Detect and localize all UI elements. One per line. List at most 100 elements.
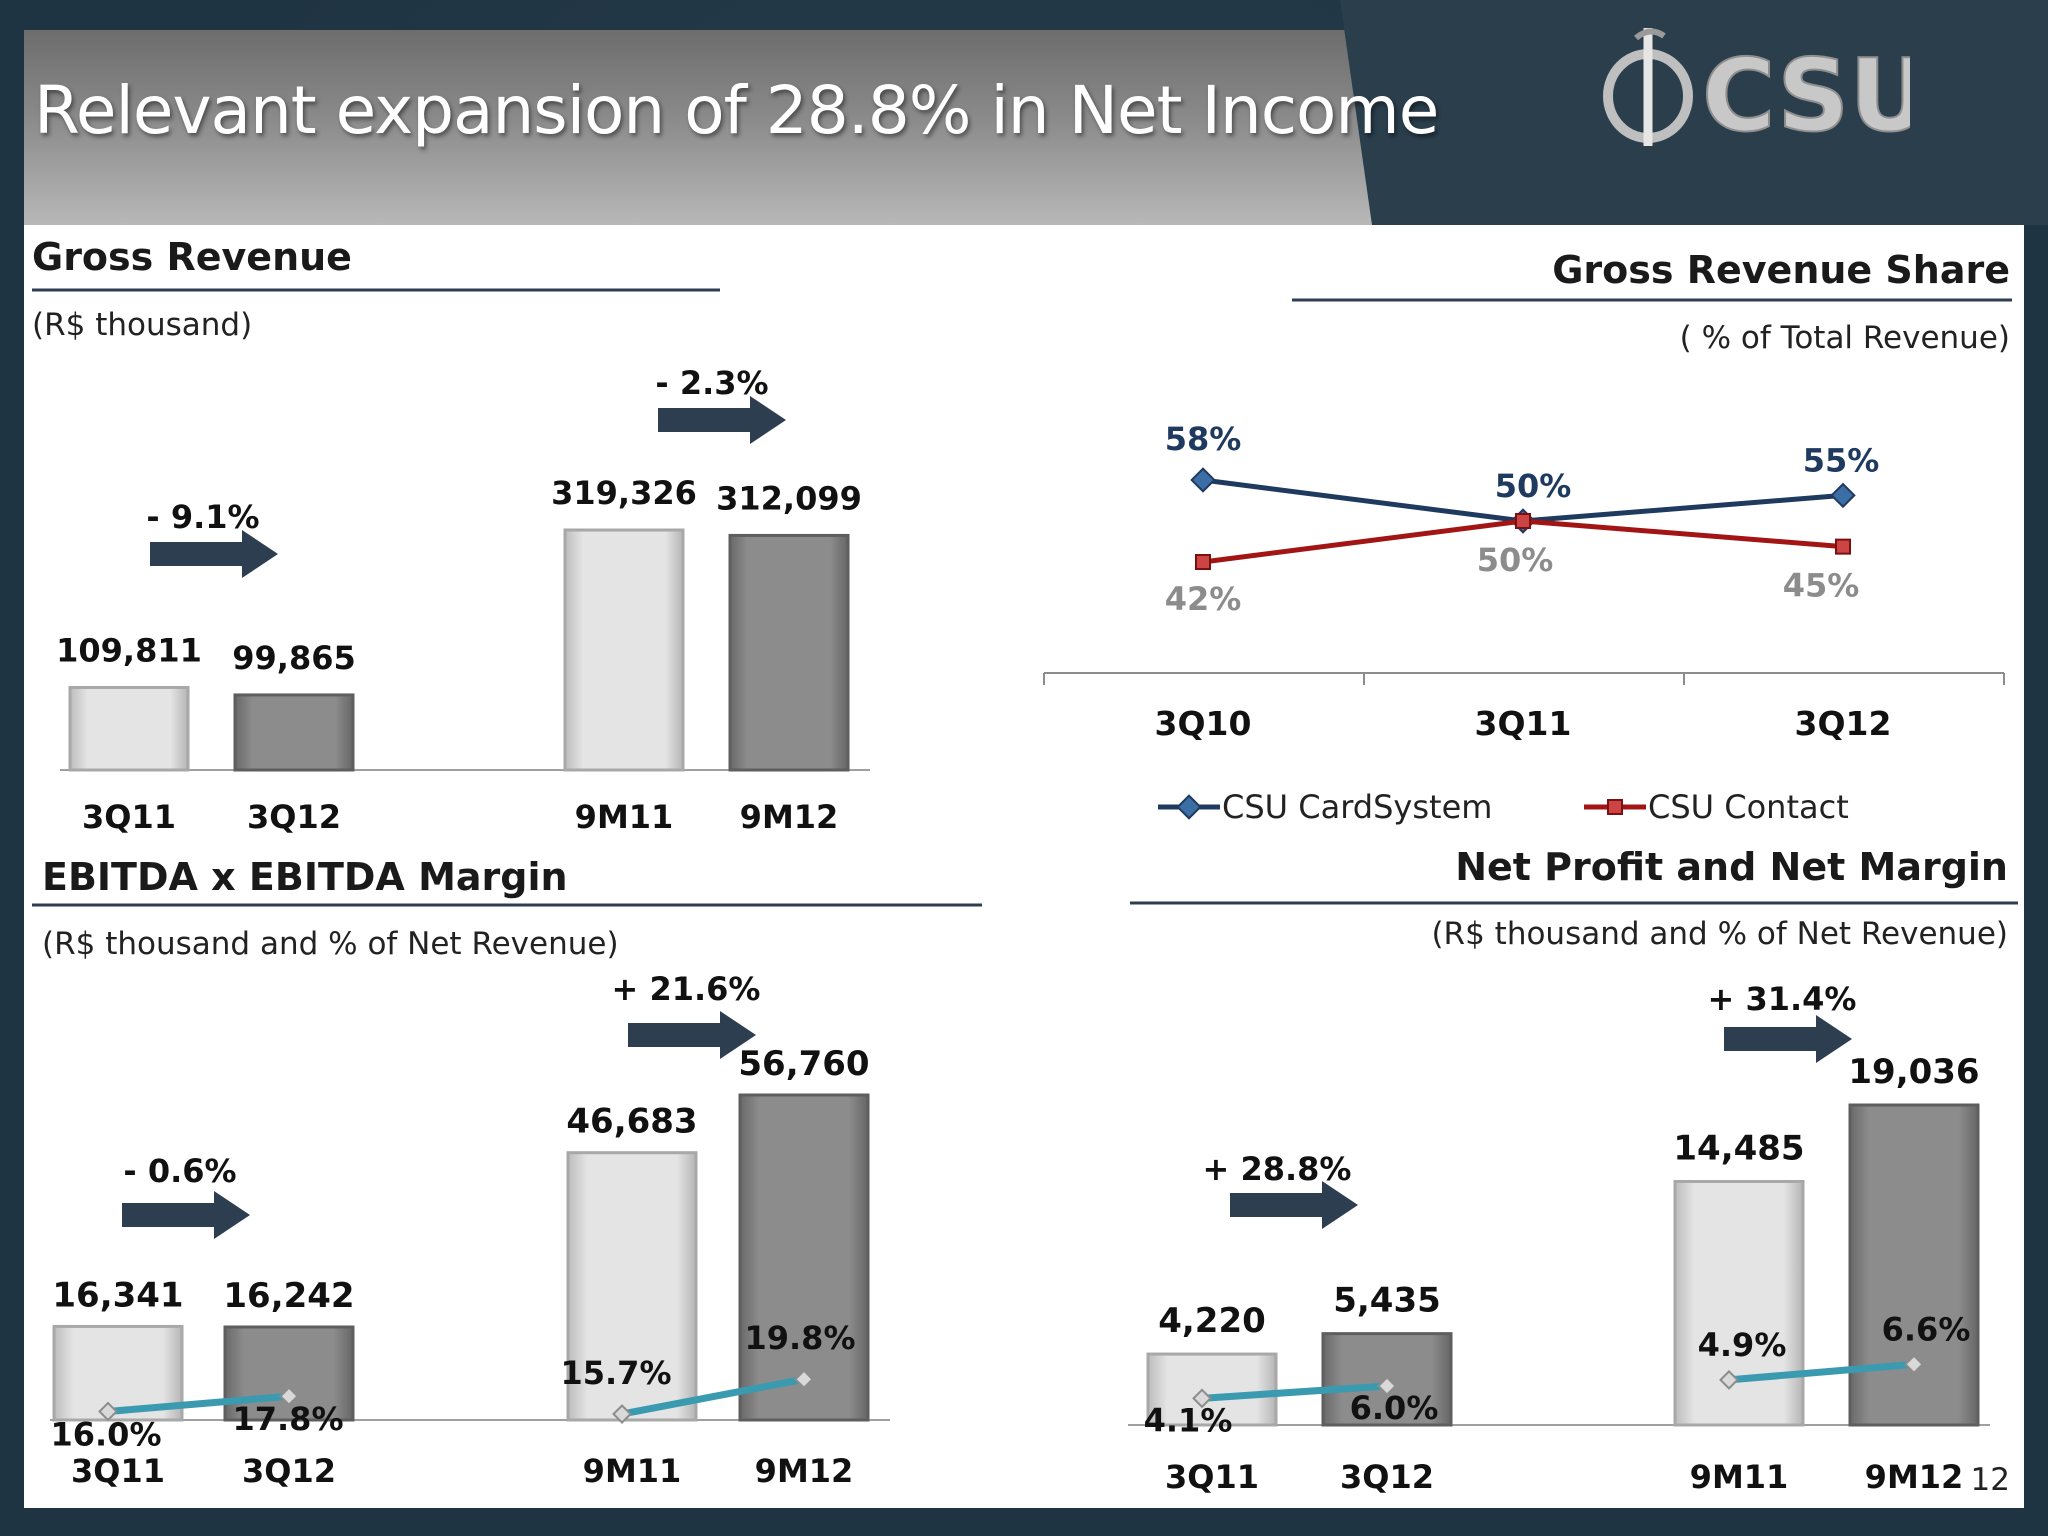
net-profit-title: Net Profit and Net Margin <box>1455 845 2008 889</box>
revenue-share-label-cardsystem: 55% <box>1803 441 1880 479</box>
net-profit-bar <box>1321 1332 1453 1427</box>
revenue-share-category-label: 3Q10 <box>1155 704 1252 743</box>
net-profit-margin-marker <box>1719 1370 1739 1390</box>
net-profit-bar <box>1673 1180 1805 1427</box>
gross-revenue-bar <box>68 685 190 772</box>
net-profit-category-label: 9M11 <box>1690 1458 1789 1496</box>
net-profit-margin-marker <box>1904 1354 1924 1375</box>
ebitda-title: EBITDA x EBITDA Margin <box>42 855 568 899</box>
gross-revenue-title: Gross Revenue <box>32 235 352 279</box>
net-profit-value-label: 5,435 <box>1333 1281 1441 1321</box>
ebitda-category-label: 3Q11 <box>71 1452 165 1490</box>
net-profit-chart: Net Profit and Net Margin (R$ thousand a… <box>1128 845 2018 1496</box>
ebitda-margin-label: 19.8% <box>744 1319 855 1357</box>
gross-revenue-category-label: 3Q11 <box>82 798 176 836</box>
gross-revenue-category-label: 9M12 <box>740 798 839 836</box>
gross-revenue-bar <box>728 533 850 772</box>
ebitda-value-label: 56,760 <box>738 1044 869 1084</box>
net-profit-margin-label: 4.1% <box>1144 1401 1233 1439</box>
revenue-share-label-contact: 42% <box>1165 580 1242 618</box>
net-profit-category-label: 3Q12 <box>1340 1458 1434 1496</box>
ebitda-category-label: 9M12 <box>755 1452 854 1490</box>
net-profit-category-label: 3Q11 <box>1165 1458 1259 1496</box>
gross-revenue-subtitle: (R$ thousand) <box>32 307 252 343</box>
csu-logo-icon <box>1603 28 1693 146</box>
revenue-share-legend-label: CSU Contact <box>1648 788 1849 826</box>
net-profit-change-arrow <box>1230 1181 1358 1229</box>
ebitda-bar <box>566 1151 698 1422</box>
net-profit-change-label: + 31.4% <box>1708 980 1857 1018</box>
ebitda-change-label: - 0.6% <box>123 1152 236 1190</box>
net-profit-value-label: 19,036 <box>1848 1052 1979 1092</box>
revenue-share-category-label: 3Q11 <box>1475 704 1572 743</box>
net-profit-change-arrow <box>1724 1015 1852 1063</box>
ebitda-margin-marker <box>612 1404 632 1424</box>
gross-revenue-change-label: - 9.1% <box>146 498 259 536</box>
ebitda-margin-marker <box>98 1401 118 1422</box>
net-profit-bar <box>1848 1103 1980 1427</box>
revenue-share-point-contact <box>1195 554 1211 570</box>
ebitda-margin-label: 15.7% <box>560 1354 671 1392</box>
page-number: 12 <box>1971 1462 2010 1498</box>
csu-logo: CSU <box>1603 28 1910 148</box>
revenue-share-label-contact: 50% <box>1477 541 1554 579</box>
gross-revenue-chart: Gross Revenue (R$ thousand) 109,811 3Q11 9… <box>32 235 870 836</box>
ebitda-change-label: + 21.6% <box>612 970 761 1008</box>
revenue-share-chart: Gross Revenue Share ( % of Total Revenue… <box>1043 248 2012 826</box>
revenue-share-label-cardsystem: 50% <box>1495 467 1572 505</box>
ebitda-category-label: 9M11 <box>583 1452 682 1490</box>
ebitda-chart: EBITDA x EBITDA Margin (R$ thousand and … <box>32 855 982 1490</box>
ebitda-margin-marker <box>794 1369 814 1390</box>
gross-revenue-value-label: 319,326 <box>551 474 697 512</box>
ebitda-category-label: 3Q12 <box>242 1452 336 1490</box>
gross-revenue-bar <box>563 528 685 772</box>
ebitda-value-label: 16,341 <box>52 1275 183 1315</box>
revenue-share-point-cardsystem <box>1830 482 1856 509</box>
net-profit-change-label: + 28.8% <box>1203 1150 1352 1188</box>
net-profit-category-label: 9M12 <box>1865 1458 1964 1496</box>
slide-title: Relevant expansion of 28.8% in Net Incom… <box>34 72 1439 149</box>
gross-revenue-value-label: 99,865 <box>232 639 355 677</box>
ebitda-value-label: 16,242 <box>223 1276 354 1316</box>
csu-logo-text: CSU <box>1702 37 1910 148</box>
revenue-share-legend-label: CSU CardSystem <box>1222 788 1492 826</box>
net-profit-margin-label: 4.9% <box>1698 1326 1787 1364</box>
net-profit-subtitle: (R$ thousand and % of Net Revenue) <box>1431 916 2008 952</box>
net-profit-margin-line <box>1201 1382 1388 1402</box>
ebitda-margin-marker <box>279 1386 299 1407</box>
ebitda-change-arrow <box>122 1191 250 1239</box>
gross-revenue-category-label: 3Q12 <box>247 798 341 836</box>
ebitda-margin-label: 16.0% <box>50 1416 161 1454</box>
revenue-share-point-contact <box>1515 513 1531 529</box>
gross-revenue-value-label: 109,811 <box>56 631 202 669</box>
revenue-share-category-label: 3Q12 <box>1795 704 1892 743</box>
net-profit-bar <box>1146 1352 1278 1427</box>
ebitda-margin-label: 17.8% <box>232 1400 343 1438</box>
ebitda-value-label: 46,683 <box>566 1102 697 1142</box>
revenue-share-title: Gross Revenue Share <box>1552 248 2010 292</box>
net-profit-margin-label: 6.6% <box>1882 1310 1971 1348</box>
ebitda-bar <box>738 1093 870 1422</box>
gross-revenue-change-label: - 2.3% <box>655 364 768 402</box>
gross-revenue-change-arrow <box>658 396 786 444</box>
revenue-share-point-cardsystem <box>1190 467 1216 493</box>
ebitda-subtitle: (R$ thousand and % of Net Revenue) <box>42 926 619 962</box>
gross-revenue-value-label: 312,099 <box>716 479 862 517</box>
gross-revenue-category-label: 9M11 <box>575 798 674 836</box>
revenue-share-label-cardsystem: 58% <box>1165 420 1242 458</box>
header-dark-panel <box>1340 0 2048 225</box>
net-profit-margin-line <box>1728 1360 1915 1384</box>
revenue-share-label-contact: 45% <box>1783 567 1860 605</box>
revenue-share-legend-marker <box>1607 799 1623 815</box>
net-profit-value-label: 14,485 <box>1673 1129 1804 1169</box>
net-profit-margin-label: 6.0% <box>1350 1389 1439 1427</box>
ebitda-change-arrow <box>628 1011 756 1059</box>
revenue-share-legend-marker <box>1176 794 1202 820</box>
gross-revenue-change-arrow <box>150 530 278 578</box>
ebitda-margin-line <box>107 1392 290 1415</box>
revenue-share-point-contact <box>1835 538 1851 555</box>
net-profit-margin-marker <box>1192 1388 1212 1409</box>
gross-revenue-bar <box>233 693 355 772</box>
